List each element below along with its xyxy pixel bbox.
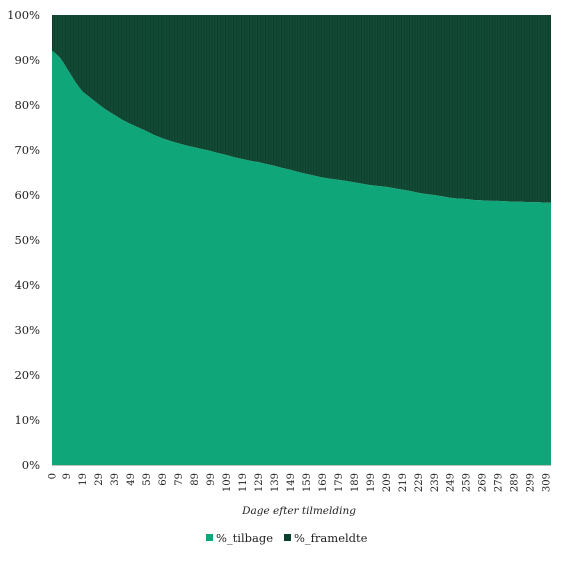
x-tick-label: 119 <box>238 473 249 492</box>
x-tick-label: 249 <box>446 473 457 492</box>
x-tick-label: 79 <box>174 473 185 486</box>
x-tick-label: 209 <box>382 473 393 492</box>
legend-label-frameldte: %_frameldte <box>294 531 368 545</box>
x-tick-label: 109 <box>222 473 233 492</box>
y-tick-label: 90% <box>14 53 40 67</box>
x-tick-label: 139 <box>270 473 281 492</box>
legend-swatch-frameldte <box>284 534 291 541</box>
area-tilbage <box>52 51 551 465</box>
x-tick-label: 229 <box>414 473 425 492</box>
y-tick-label: 70% <box>14 143 40 157</box>
x-tick-label: 309 <box>542 473 553 492</box>
daily-stripes <box>53 15 550 203</box>
x-tick-label: 39 <box>110 473 121 486</box>
x-tick-label: 239 <box>430 473 441 492</box>
y-tick-label: 10% <box>14 413 40 427</box>
x-tick-label: 29 <box>94 473 105 486</box>
y-tick-label: 80% <box>14 98 40 112</box>
x-tick-label: 89 <box>190 473 201 486</box>
legend: %_tilbage %_frameldte <box>206 531 368 545</box>
x-tick-label: 219 <box>398 473 409 492</box>
x-tick-label: 149 <box>286 473 297 492</box>
x-tick-label: 69 <box>158 473 169 486</box>
x-tick-label: 0 <box>48 473 59 479</box>
y-tick-label: 20% <box>14 368 40 382</box>
x-tick-label: 289 <box>510 473 521 492</box>
x-axis-label: Dage efter tilmelding <box>241 505 356 517</box>
y-tick-label: 60% <box>14 188 40 202</box>
x-tick-label: 99 <box>206 473 217 486</box>
y-tick-label: 0% <box>22 458 40 472</box>
x-tick-label: 19 <box>78 473 89 486</box>
x-tick-label: 259 <box>462 473 473 492</box>
x-tick-label: 59 <box>142 473 153 486</box>
x-tick-label: 9 <box>62 473 73 479</box>
y-tick-label: 40% <box>14 278 40 292</box>
x-tick-label: 299 <box>526 473 537 492</box>
x-tick-label: 129 <box>254 473 265 492</box>
x-tick-label: 159 <box>302 473 313 492</box>
y-tick-label: 100% <box>7 8 40 22</box>
legend-label-tilbage: %_tilbage <box>216 531 273 545</box>
x-tick-label: 199 <box>366 473 377 492</box>
legend-swatch-tilbage <box>206 534 213 541</box>
y-tick-label: 30% <box>14 323 40 337</box>
x-tick-label: 49 <box>126 473 137 486</box>
x-tick-label: 169 <box>318 473 329 492</box>
x-tick-label: 269 <box>478 473 489 492</box>
x-tick-label: 279 <box>494 473 505 492</box>
y-tick-label: 50% <box>14 233 40 247</box>
x-tick-label: 189 <box>350 473 361 492</box>
x-tick-label: 179 <box>334 473 345 492</box>
